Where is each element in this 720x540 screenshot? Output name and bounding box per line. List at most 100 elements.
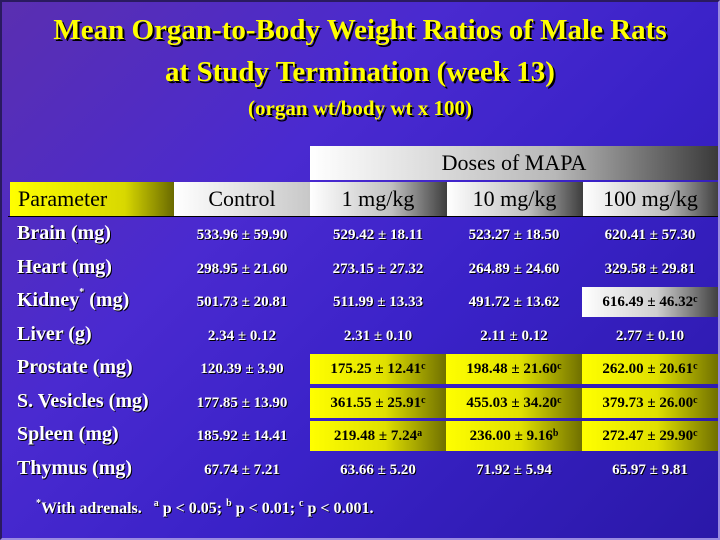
cell-value: 379.73 ± 26.00 xyxy=(602,394,694,411)
cell-value: 236.00 ± 9.16 xyxy=(469,428,553,444)
cell-value: 198.48 ± 21.60 xyxy=(466,361,558,377)
cell-value: 501.73 ± 20.81 xyxy=(196,294,288,310)
cell-value: 219.48 ± 7.24 xyxy=(333,428,418,444)
footnote-c-sup: c xyxy=(299,498,304,509)
table-cell: 63.66 ± 5.20 xyxy=(310,455,446,485)
footnote-a-text: p < 0.05; xyxy=(158,500,223,517)
row-label-text: Thymus (mg) xyxy=(17,456,133,479)
cell-value: 2.31 ± 0.10 xyxy=(343,327,413,344)
cell-value: 361.55 ± 25.91 xyxy=(330,394,422,411)
row-label-suffix: (mg) xyxy=(84,289,130,311)
row-label-text: Liver (g) xyxy=(17,322,92,345)
row-label: Spleen (mg) xyxy=(17,423,119,446)
slide-title-line2: at Study Termination (week 13) xyxy=(165,56,555,88)
cell-value: 455.03 ± 34.20 xyxy=(466,394,558,411)
footnote-c-text: p < 0.001. xyxy=(303,500,374,517)
table-cell: 236.00 ± 9.16b xyxy=(446,421,582,451)
table-cell: 264.89 ± 24.60 xyxy=(446,254,582,284)
cell-value: 529.42 ± 18.11 xyxy=(333,227,423,243)
cell-value: 177.85 ± 13.90 xyxy=(196,394,288,411)
cell-value: 2.11 ± 0.12 xyxy=(480,327,548,344)
table-cell: 273.15 ± 27.32 xyxy=(310,254,446,284)
table-cell: 501.73 ± 20.81 xyxy=(174,287,310,317)
table-cell: 177.85 ± 13.90 xyxy=(174,388,310,418)
footnote: *With adrenals. a p < 0.05; b p < 0.01; … xyxy=(36,498,374,518)
table-cell: 2.11 ± 0.12 xyxy=(446,321,582,351)
cell-value: 2.34 ± 0.12 xyxy=(207,327,277,344)
table-cell: 2.77 ± 0.10 xyxy=(582,321,718,351)
row-label: Heart (mg) xyxy=(17,256,112,279)
row-label-text: Brain (mg) xyxy=(17,222,111,244)
table-cell: 65.97 ± 9.81 xyxy=(582,455,718,485)
table-cell: 455.03 ± 34.20c xyxy=(446,387,582,418)
row-label: Liver (g) xyxy=(17,323,92,346)
table-cell: 219.48 ± 7.24a xyxy=(310,421,446,451)
row-label-text: Heart (mg) xyxy=(17,255,112,278)
cell-value: 533.96 ± 59.90 xyxy=(196,227,288,243)
table-cell: 2.31 ± 0.10 xyxy=(310,321,446,351)
col-header-control: Control xyxy=(174,182,310,216)
table-cell: 262.00 ± 20.61c xyxy=(582,354,718,384)
row-label-text: Kidney xyxy=(17,289,80,311)
row-label-text: Prostate (mg) xyxy=(17,356,133,378)
cell-value: 273.15 ± 27.32 xyxy=(332,260,424,277)
table-cell: 329.58 ± 29.81 xyxy=(582,254,718,284)
footnote-b-sup: b xyxy=(226,498,232,509)
slide-subtitle: (organ wt/body wt x 100) xyxy=(248,96,472,120)
row-label-text: Spleen (mg) xyxy=(17,423,119,445)
table-cell: 2.34 ± 0.12 xyxy=(174,321,310,351)
cell-value: 120.39 ± 3.90 xyxy=(200,361,284,377)
footnote-a-sup: a xyxy=(153,498,159,509)
row-label: Prostate (mg) xyxy=(17,356,133,379)
col-header-parameter: Parameter xyxy=(10,182,174,216)
cell-value: 262.00 ± 20.61 xyxy=(602,361,694,377)
footnote-b-text: p < 0.01; xyxy=(231,500,296,517)
cell-value: 620.41 ± 57.30 xyxy=(604,227,696,243)
cell-significance-sup: c xyxy=(693,394,698,406)
cell-value: 491.72 ± 13.62 xyxy=(468,294,560,310)
slide-title-line1: Mean Organ-to-Body Weight Ratios of Male… xyxy=(53,14,667,46)
doses-group-header: Doses of MAPA xyxy=(310,146,718,180)
cell-significance-sup: c xyxy=(693,361,698,372)
table-cell: 523.27 ± 18.50 xyxy=(446,220,582,250)
cell-significance-sup: b xyxy=(552,428,559,439)
cell-significance-sup: c xyxy=(421,394,426,406)
table-cell: 511.99 ± 13.33 xyxy=(310,287,446,317)
table-cell: 616.49 ± 46.32c xyxy=(582,287,718,317)
table-cell: 67.74 ± 7.21 xyxy=(174,455,310,485)
table-cell: 620.41 ± 57.30 xyxy=(582,220,718,250)
cell-value: 523.27 ± 18.50 xyxy=(468,227,560,243)
row-label: Thymus (mg) xyxy=(17,457,132,480)
row-label-text: S. Vesicles (mg) xyxy=(17,389,149,412)
table-cell: 120.39 ± 3.90 xyxy=(174,354,310,384)
cell-value: 272.47 ± 29.90 xyxy=(602,428,694,444)
cell-value: 185.92 ± 14.41 xyxy=(196,428,288,444)
cell-value: 2.77 ± 0.10 xyxy=(615,327,685,344)
table-cell: 185.92 ± 14.41 xyxy=(174,421,310,451)
table-cell: 298.95 ± 21.60 xyxy=(174,254,310,284)
col-header-100mg: 100 mg/kg xyxy=(582,182,718,216)
cell-value: 65.97 ± 9.81 xyxy=(612,461,688,478)
table-cell: 71.92 ± 5.94 xyxy=(446,455,582,485)
cell-value: 67.74 ± 7.21 xyxy=(204,461,280,478)
cell-significance-sup: c xyxy=(693,428,698,439)
cell-value: 329.58 ± 29.81 xyxy=(604,260,696,277)
cell-value: 71.92 ± 5.94 xyxy=(476,461,552,478)
header-divider xyxy=(8,216,718,217)
table-cell: 175.25 ± 12.41c xyxy=(310,354,446,384)
cell-significance-sup: c xyxy=(557,361,562,372)
table-cell: 529.42 ± 18.11 xyxy=(310,220,446,250)
cell-value: 264.89 ± 24.60 xyxy=(468,260,560,277)
row-label: S. Vesicles (mg) xyxy=(17,390,149,413)
cell-value: 298.95 ± 21.60 xyxy=(196,260,288,277)
table-cell: 491.72 ± 13.62 xyxy=(446,287,582,317)
footnote-adrenals: With adrenals. xyxy=(41,500,142,517)
table-cell: 272.47 ± 29.90c xyxy=(582,421,718,451)
cell-value: 511.99 ± 13.33 xyxy=(333,294,423,310)
row-label: Kidney* (mg) xyxy=(17,287,130,312)
cell-value: 175.25 ± 12.41 xyxy=(330,361,422,377)
col-header-1mg: 1 mg/kg xyxy=(310,182,446,216)
cell-value: 63.66 ± 5.20 xyxy=(340,461,416,478)
table-cell: 379.73 ± 26.00c xyxy=(582,387,718,418)
